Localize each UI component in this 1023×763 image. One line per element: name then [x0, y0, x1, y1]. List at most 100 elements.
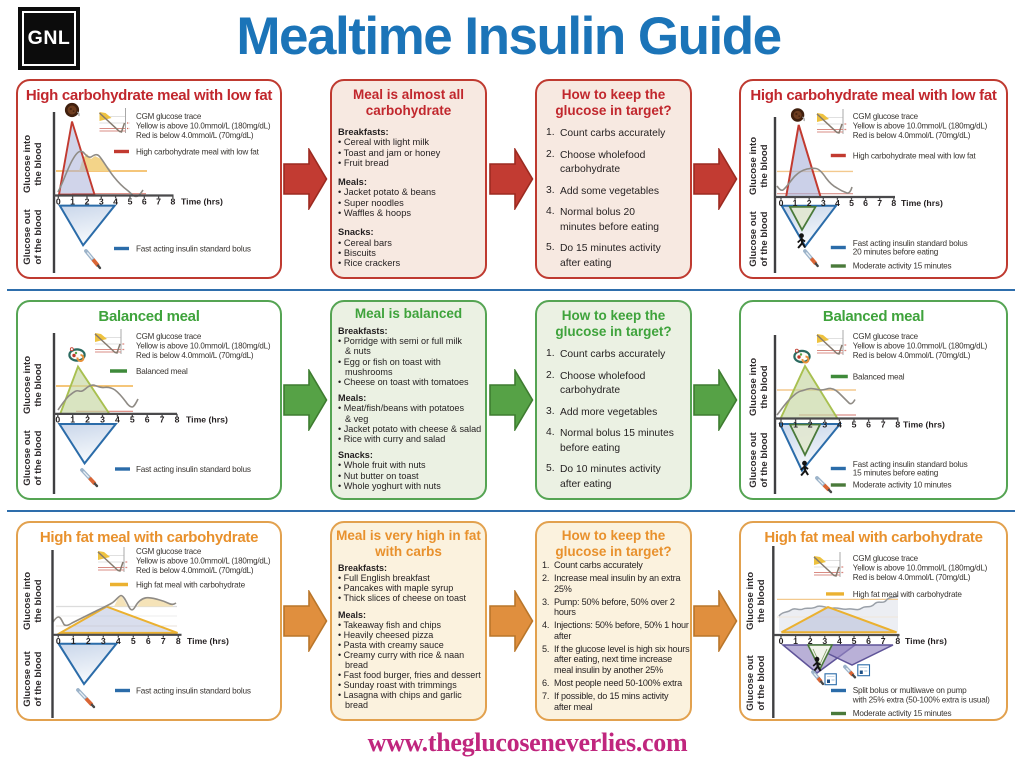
svg-text:Yellow is above 10.0mmol/L (18: Yellow is above 10.0mmol/L (180mg/dL) — [853, 341, 988, 350]
svg-text:4: 4 — [113, 197, 118, 207]
svg-text:5: 5 — [849, 198, 854, 208]
svg-text:Moderate activity 15 minutes: Moderate activity 15 minutes — [853, 709, 952, 718]
svg-text:Red is below 4.0mmol/L (70mg/d: Red is below 4.0mmol/L (70mg/dL) — [853, 351, 971, 360]
svg-text:Moderate activity 15 minutes: Moderate activity 15 minutes — [853, 262, 952, 271]
svg-text:Fast acting insulin standard b: Fast acting insulin standard bolus — [136, 687, 251, 696]
svg-text:1: 1 — [70, 197, 75, 207]
svg-text:High fat meal with carbohydrat: High fat meal with carbohydrate — [853, 590, 963, 599]
svg-text:7: 7 — [881, 636, 886, 646]
svg-text:Glucose into: Glucose into — [22, 135, 33, 193]
svg-text:7: 7 — [881, 420, 886, 430]
svg-text:3: 3 — [100, 415, 105, 425]
svg-text:Red is below 4.0mmol/L (70mg/d: Red is below 4.0mmol/L (70mg/dL) — [136, 566, 254, 575]
svg-text:Balanced meal: Balanced meal — [136, 367, 188, 376]
svg-text:6: 6 — [146, 636, 151, 646]
svg-text:6: 6 — [145, 415, 150, 425]
svg-text:8: 8 — [895, 636, 900, 646]
svg-text:2: 2 — [86, 636, 91, 646]
svg-text:Time (hrs): Time (hrs) — [901, 198, 943, 208]
svg-text:the blood: the blood — [33, 579, 44, 622]
svg-text:4: 4 — [115, 415, 120, 425]
svg-text:5: 5 — [128, 197, 133, 207]
svg-text:7: 7 — [160, 415, 165, 425]
svg-text:3: 3 — [822, 636, 827, 646]
svg-text:Fast acting insulin standard b: Fast acting insulin standard bolus — [853, 239, 968, 248]
svg-text:20 minutes before eating: 20 minutes before eating — [853, 248, 939, 257]
svg-text:the blood: the blood — [759, 365, 770, 408]
svg-text:5: 5 — [130, 415, 135, 425]
svg-text:0: 0 — [56, 197, 61, 207]
svg-text:5: 5 — [852, 636, 857, 646]
svg-text:Yellow is above 10.0mmol/L (18: Yellow is above 10.0mmol/L (180mg/dL) — [136, 121, 271, 130]
svg-text:6: 6 — [866, 420, 871, 430]
svg-text:4: 4 — [835, 198, 840, 208]
svg-text:High carbohydrate meal with lo: High carbohydrate meal with low fat — [136, 148, 260, 157]
svg-text:0: 0 — [779, 198, 784, 208]
svg-text:CGM glucose trace: CGM glucose trace — [853, 554, 919, 563]
svg-text:Red is below 4.0mmol/L (70mg/d: Red is below 4.0mmol/L (70mg/dL) — [853, 573, 971, 582]
svg-text:0: 0 — [55, 415, 60, 425]
svg-text:Glucose out: Glucose out — [22, 429, 33, 485]
svg-text:Glucose into: Glucose into — [22, 572, 33, 630]
svg-text:Red is below 4.0mmol/L (70mg/d: Red is below 4.0mmol/L (70mg/dL) — [136, 351, 254, 360]
svg-text:CGM glucose trace: CGM glucose trace — [136, 112, 202, 121]
svg-text:6: 6 — [142, 197, 147, 207]
svg-text:Glucose into: Glucose into — [748, 137, 759, 195]
svg-text:the blood: the blood — [33, 363, 44, 406]
svg-text:0: 0 — [779, 420, 784, 430]
svg-text:4: 4 — [116, 636, 121, 646]
svg-text:1: 1 — [70, 415, 75, 425]
svg-text:2: 2 — [808, 636, 813, 646]
svg-text:Glucose out: Glucose out — [745, 654, 756, 710]
svg-text:of the blood: of the blood — [33, 430, 44, 485]
svg-text:Yellow is above 10.0mmol/L (18: Yellow is above 10.0mmol/L (180mg/dL) — [853, 563, 988, 572]
svg-text:8: 8 — [895, 420, 900, 430]
svg-text:1: 1 — [793, 198, 798, 208]
svg-text:6: 6 — [863, 198, 868, 208]
svg-text:the blood: the blood — [759, 144, 770, 187]
svg-text:Time (hrs): Time (hrs) — [181, 197, 223, 207]
svg-text:CGM glucose trace: CGM glucose trace — [136, 547, 202, 556]
svg-text:of the blood: of the blood — [33, 209, 44, 264]
svg-text:of the blood: of the blood — [759, 211, 770, 266]
svg-text:7: 7 — [156, 197, 161, 207]
svg-text:Time (hrs): Time (hrs) — [905, 636, 947, 646]
svg-text:7: 7 — [877, 198, 882, 208]
svg-text:Fast acting insulin standard b: Fast acting insulin standard bolus — [853, 460, 968, 469]
svg-text:2: 2 — [85, 415, 90, 425]
svg-text:of the blood: of the blood — [33, 651, 44, 706]
svg-text:Fast acting insulin standard b: Fast acting insulin standard bolus — [136, 465, 251, 474]
svg-text:of the blood: of the blood — [759, 432, 770, 487]
svg-text:Time (hrs): Time (hrs) — [187, 636, 229, 646]
svg-text:Yellow is above 10.0mmol/L (18: Yellow is above 10.0mmol/L (180mg/dL) — [853, 121, 988, 130]
svg-text:High carbohydrate meal with lo: High carbohydrate meal with low fat — [853, 152, 977, 161]
svg-text:8: 8 — [176, 636, 181, 646]
svg-text:CGM glucose trace: CGM glucose trace — [853, 332, 919, 341]
svg-text:3: 3 — [822, 420, 827, 430]
svg-text:Split bolus or multiwave on pu: Split bolus or multiwave on pump — [853, 686, 967, 695]
svg-text:3: 3 — [99, 197, 104, 207]
svg-text:CGM glucose trace: CGM glucose trace — [136, 332, 202, 341]
svg-text:CGM glucose trace: CGM glucose trace — [853, 112, 919, 121]
svg-text:0: 0 — [56, 636, 61, 646]
svg-text:8: 8 — [891, 198, 896, 208]
svg-text:with 25% extra (50-100% extra: with 25% extra (50-100% extra is usual) — [852, 696, 990, 705]
svg-text:2: 2 — [85, 197, 90, 207]
svg-text:1: 1 — [793, 636, 798, 646]
svg-text:Glucose out: Glucose out — [22, 650, 33, 706]
svg-text:Moderate activity 10 minutes: Moderate activity 10 minutes — [853, 481, 952, 490]
svg-text:5: 5 — [131, 636, 136, 646]
svg-text:3: 3 — [101, 636, 106, 646]
svg-text:Red is below 4.0mmol/L (70mg/d: Red is below 4.0mmol/L (70mg/dL) — [853, 131, 971, 140]
svg-text:6: 6 — [866, 636, 871, 646]
svg-text:15 minutes before eating: 15 minutes before eating — [853, 469, 939, 478]
svg-text:3: 3 — [821, 198, 826, 208]
svg-text:Time (hrs): Time (hrs) — [903, 420, 945, 430]
svg-text:0: 0 — [779, 636, 784, 646]
svg-text:Glucose into: Glucose into — [745, 572, 756, 630]
svg-text:8: 8 — [175, 415, 180, 425]
svg-text:Glucose out: Glucose out — [748, 210, 759, 266]
svg-text:Fast acting insulin standard b: Fast acting insulin standard bolus — [136, 245, 251, 254]
svg-text:5: 5 — [852, 420, 857, 430]
svg-text:High fat meal with carbohydrat: High fat meal with carbohydrate — [136, 581, 246, 590]
